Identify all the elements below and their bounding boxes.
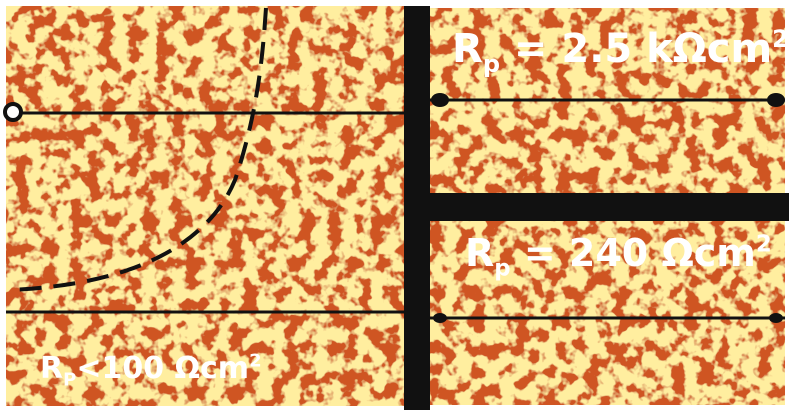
label-part: R bbox=[452, 26, 483, 72]
label-part: R bbox=[465, 231, 494, 275]
cell-image bbox=[6, 6, 404, 406]
label-part: R bbox=[40, 351, 63, 386]
label-part: P bbox=[63, 370, 76, 391]
resistance-label: Rp = 240 Ωcm2 bbox=[465, 231, 772, 282]
contact-ring bbox=[5, 104, 21, 120]
label-part: <100 Ωcm bbox=[76, 351, 249, 386]
label-part: 2 bbox=[249, 351, 262, 372]
label-part: p bbox=[494, 256, 510, 282]
label-part: 2 bbox=[772, 25, 789, 53]
resistance-label: Rp = 2.5 kΩcm2 bbox=[452, 25, 789, 78]
label-part: 2 bbox=[756, 232, 772, 258]
label-part: = 240 Ωcm bbox=[511, 231, 756, 275]
figure: Rp = 2.5 kΩcm2Rp = 240 Ωcm2RP<100 Ωcm2 bbox=[0, 0, 789, 410]
label-part: = 2.5 kΩcm bbox=[500, 26, 772, 72]
divider bbox=[430, 193, 789, 221]
label-part: p bbox=[483, 50, 500, 78]
divider bbox=[404, 6, 430, 410]
